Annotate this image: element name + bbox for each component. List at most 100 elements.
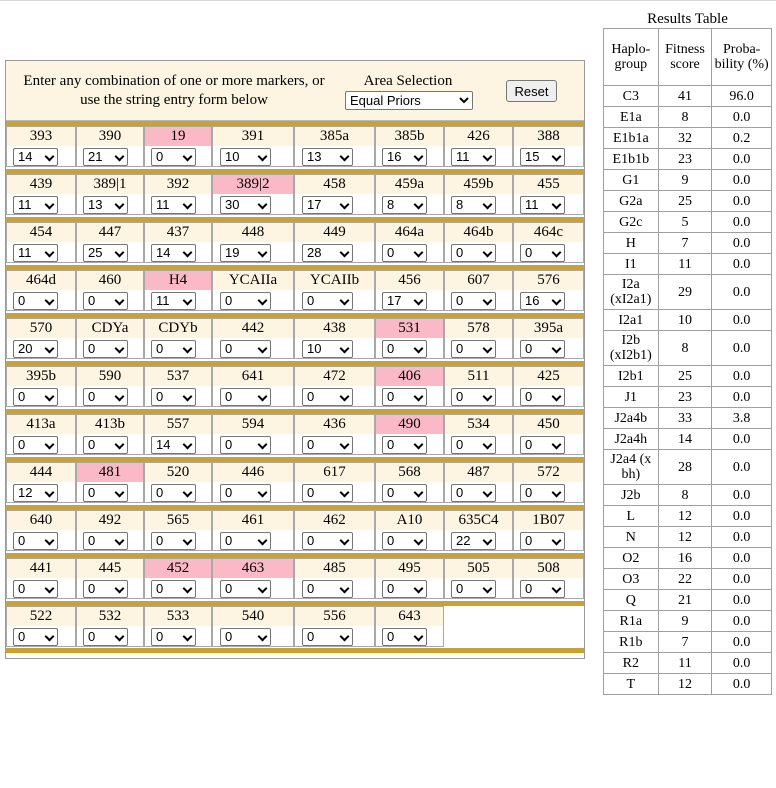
marker-value-dropdown[interactable]: 0 [382, 244, 427, 262]
marker-value-dropdown[interactable]: 0 [520, 388, 565, 406]
marker-value-dropdown[interactable]: 0 [220, 340, 271, 358]
chevron-down-icon [257, 583, 268, 594]
marker-value-dropdown[interactable]: 14 [13, 148, 58, 166]
marker-value-dropdown[interactable]: 0 [13, 628, 58, 646]
marker-value-dropdown[interactable]: 0 [151, 628, 196, 646]
marker-value-dropdown[interactable]: 0 [220, 532, 271, 550]
fitness-cell: 8 [657, 330, 713, 366]
marker-value-dropdown[interactable]: 0 [302, 628, 353, 646]
marker-value-dropdown[interactable]: 0 [151, 580, 196, 598]
marker-value: 0 [156, 581, 164, 596]
marker-value-dropdown[interactable]: 11 [13, 196, 58, 214]
marker-value-dropdown[interactable]: 0 [451, 580, 496, 598]
marker-value-dropdown[interactable]: 11 [151, 292, 196, 310]
marker-value-dropdown[interactable]: 22 [451, 532, 496, 550]
marker-value-dropdown[interactable]: 0 [83, 388, 128, 406]
marker-value-dropdown[interactable]: 0 [451, 292, 496, 310]
marker-value-dropdown[interactable]: 0 [302, 580, 353, 598]
marker-value-dropdown[interactable]: 0 [151, 532, 196, 550]
marker-value-dropdown[interactable]: 16 [520, 292, 565, 310]
chevron-down-icon [339, 343, 350, 354]
marker-value-dropdown[interactable]: 0 [83, 340, 128, 358]
marker-value-dropdown[interactable]: 0 [220, 580, 271, 598]
marker-value-dropdown[interactable]: 11 [451, 148, 496, 166]
marker-value-dropdown[interactable]: 13 [83, 196, 128, 214]
marker-value: 0 [88, 629, 96, 644]
marker-value-dropdown[interactable]: 0 [520, 532, 565, 550]
marker-value-dropdown[interactable]: 0 [451, 484, 496, 502]
marker-value-dropdown[interactable]: 20 [13, 340, 58, 358]
marker-value-dropdown[interactable]: 11 [13, 244, 58, 262]
marker-value-dropdown[interactable]: 0 [83, 292, 128, 310]
marker-value-dropdown[interactable]: 11 [520, 196, 565, 214]
marker-value-dropdown[interactable]: 13 [302, 148, 353, 166]
marker-value-dropdown[interactable]: 28 [302, 244, 353, 262]
marker-value-dropdown[interactable]: 0 [520, 340, 565, 358]
marker-value: 0 [225, 389, 233, 404]
marker-value-dropdown[interactable]: 0 [382, 628, 427, 646]
marker-value: 0 [225, 341, 233, 356]
marker-value-dropdown[interactable]: 0 [151, 148, 196, 166]
marker-label: 570 [7, 319, 75, 338]
marker-value-dropdown[interactable]: 21 [83, 148, 128, 166]
marker-value-dropdown[interactable]: 0 [83, 484, 128, 502]
marker-value-dropdown[interactable]: 0 [220, 388, 271, 406]
marker-value-dropdown[interactable]: 0 [382, 484, 427, 502]
marker-value-dropdown[interactable]: 0 [451, 244, 496, 262]
marker-value-dropdown[interactable]: 0 [451, 340, 496, 358]
marker-value-dropdown[interactable]: 15 [520, 148, 565, 166]
marker-value-dropdown[interactable]: 0 [220, 628, 271, 646]
marker-value-dropdown[interactable]: 25 [83, 244, 128, 262]
marker-value-dropdown[interactable]: 8 [451, 196, 496, 214]
marker-value-dropdown[interactable]: 0 [13, 388, 58, 406]
marker-value-dropdown[interactable]: 0 [83, 628, 128, 646]
marker-value-dropdown[interactable]: 0 [13, 292, 58, 310]
marker-value-dropdown[interactable]: 0 [151, 340, 196, 358]
marker-value-dropdown[interactable]: 17 [382, 292, 427, 310]
marker-value-dropdown[interactable]: 0 [220, 484, 271, 502]
marker-value-dropdown[interactable]: 0 [13, 580, 58, 598]
marker-value-dropdown[interactable]: 0 [83, 580, 128, 598]
marker-value-dropdown[interactable]: 0 [13, 532, 58, 550]
marker-value-dropdown[interactable]: 0 [382, 436, 427, 454]
marker-value-dropdown[interactable]: 30 [220, 196, 271, 214]
marker-value-dropdown[interactable]: 0 [220, 436, 271, 454]
marker-value-dropdown[interactable]: 14 [151, 436, 196, 454]
marker-value-dropdown[interactable]: 0 [520, 244, 565, 262]
marker-value-dropdown[interactable]: 0 [302, 388, 353, 406]
marker-value-dropdown[interactable]: 0 [220, 292, 271, 310]
marker-value-dropdown[interactable]: 12 [13, 484, 58, 502]
marker-value-dropdown[interactable]: 14 [151, 244, 196, 262]
marker-value-dropdown[interactable]: 0 [382, 340, 427, 358]
marker-value-dropdown[interactable]: 0 [382, 532, 427, 550]
marker-value-dropdown[interactable]: 0 [382, 580, 427, 598]
marker-value-dropdown[interactable]: 0 [451, 388, 496, 406]
marker-value-dropdown[interactable]: 17 [302, 196, 353, 214]
marker-value-dropdown[interactable]: 0 [151, 388, 196, 406]
marker-value-dropdown[interactable]: 11 [151, 196, 196, 214]
haplogroup-cell: L [603, 505, 659, 527]
marker-value-dropdown[interactable]: 10 [220, 148, 271, 166]
marker-value-dropdown[interactable]: 0 [382, 388, 427, 406]
marker-value-dropdown[interactable]: 0 [451, 436, 496, 454]
marker-value-dropdown[interactable]: 8 [382, 196, 427, 214]
marker-value-dropdown[interactable]: 0 [83, 436, 128, 454]
marker-value-dropdown[interactable]: 0 [520, 580, 565, 598]
reset-button[interactable]: Reset [506, 80, 557, 102]
marker-value-dropdown[interactable]: 0 [302, 484, 353, 502]
marker-value-dropdown[interactable]: 10 [302, 340, 353, 358]
marker-label: 389|1 [77, 175, 143, 194]
marker-value-dropdown[interactable]: 16 [382, 148, 427, 166]
marker-value-dropdown[interactable]: 0 [302, 532, 353, 550]
chevron-down-icon [339, 631, 350, 642]
marker-value-dropdown[interactable]: 0 [520, 484, 565, 502]
marker-value-dropdown[interactable]: 0 [520, 436, 565, 454]
marker-value-dropdown[interactable]: 0 [302, 292, 353, 310]
chevron-down-icon [339, 583, 350, 594]
marker-value-dropdown[interactable]: 0 [13, 436, 58, 454]
area-selection-dropdown[interactable]: Equal Priors [345, 91, 473, 110]
marker-value-dropdown[interactable]: 19 [220, 244, 271, 262]
marker-value-dropdown[interactable]: 0 [302, 436, 353, 454]
marker-value-dropdown[interactable]: 0 [83, 532, 128, 550]
marker-value-dropdown[interactable]: 0 [151, 484, 196, 502]
